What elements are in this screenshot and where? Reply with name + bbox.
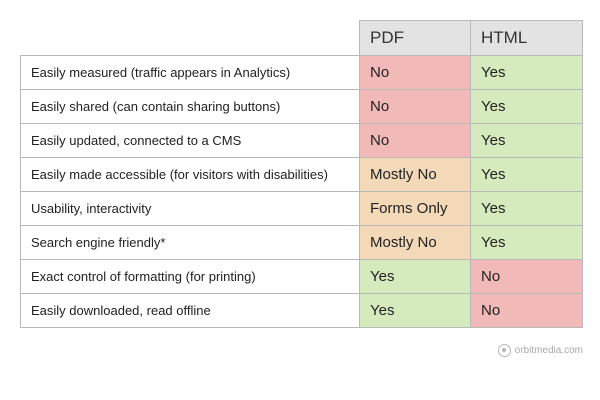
feature-cell: Search engine friendly* <box>20 225 360 260</box>
table-body: Easily measured (traffic appears in Anal… <box>20 55 583 328</box>
table-row: Easily downloaded, read offline Yes No <box>20 293 583 328</box>
feature-cell: Easily downloaded, read offline <box>20 293 360 328</box>
table-row: Usability, interactivity Forms Only Yes <box>20 191 583 226</box>
feature-cell: Easily updated, connected to a CMS <box>20 123 360 158</box>
column-header-html: HTML <box>470 20 583 56</box>
feature-cell: Usability, interactivity <box>20 191 360 226</box>
html-value-cell: No <box>470 293 583 328</box>
pdf-value-cell: Mostly No <box>359 157 471 192</box>
feature-cell: Easily shared (can contain sharing butto… <box>20 89 360 124</box>
table-row: Easily updated, connected to a CMS No Yes <box>20 123 583 158</box>
header-blank-cell <box>20 20 360 56</box>
html-value-cell: Yes <box>470 191 583 226</box>
table-row: Easily made accessible (for visitors wit… <box>20 157 583 192</box>
table-row: Exact control of formatting (for printin… <box>20 259 583 294</box>
pdf-value-cell: No <box>359 89 471 124</box>
html-value-cell: Yes <box>470 89 583 124</box>
pdf-value-cell: Mostly No <box>359 225 471 260</box>
table-header-row: PDF HTML <box>20 20 583 56</box>
watermark: orbitmedia.com <box>497 344 583 357</box>
html-value-cell: Yes <box>470 123 583 158</box>
pdf-vs-html-comparison-table: PDF HTML Easily measured (traffic appear… <box>20 20 583 328</box>
pdf-value-cell: No <box>359 123 471 158</box>
pdf-value-cell: Forms Only <box>359 191 471 226</box>
table-row: Easily measured (traffic appears in Anal… <box>20 55 583 90</box>
feature-cell: Exact control of formatting (for printin… <box>20 259 360 294</box>
html-value-cell: Yes <box>470 55 583 90</box>
html-value-cell: Yes <box>470 225 583 260</box>
comparison-table-container: PDF HTML Easily measured (traffic appear… <box>20 20 583 328</box>
table-row: Search engine friendly* Mostly No Yes <box>20 225 583 260</box>
feature-cell: Easily measured (traffic appears in Anal… <box>20 55 360 90</box>
pdf-value-cell: Yes <box>359 259 471 294</box>
orbit-logo-icon <box>497 344 511 357</box>
pdf-value-cell: Yes <box>359 293 471 328</box>
table-row: Easily shared (can contain sharing butto… <box>20 89 583 124</box>
feature-cell: Easily made accessible (for visitors wit… <box>20 157 360 192</box>
pdf-value-cell: No <box>359 55 471 90</box>
watermark-text: orbitmedia.com <box>514 345 583 356</box>
html-value-cell: No <box>470 259 583 294</box>
html-value-cell: Yes <box>470 157 583 192</box>
column-header-pdf: PDF <box>359 20 471 56</box>
